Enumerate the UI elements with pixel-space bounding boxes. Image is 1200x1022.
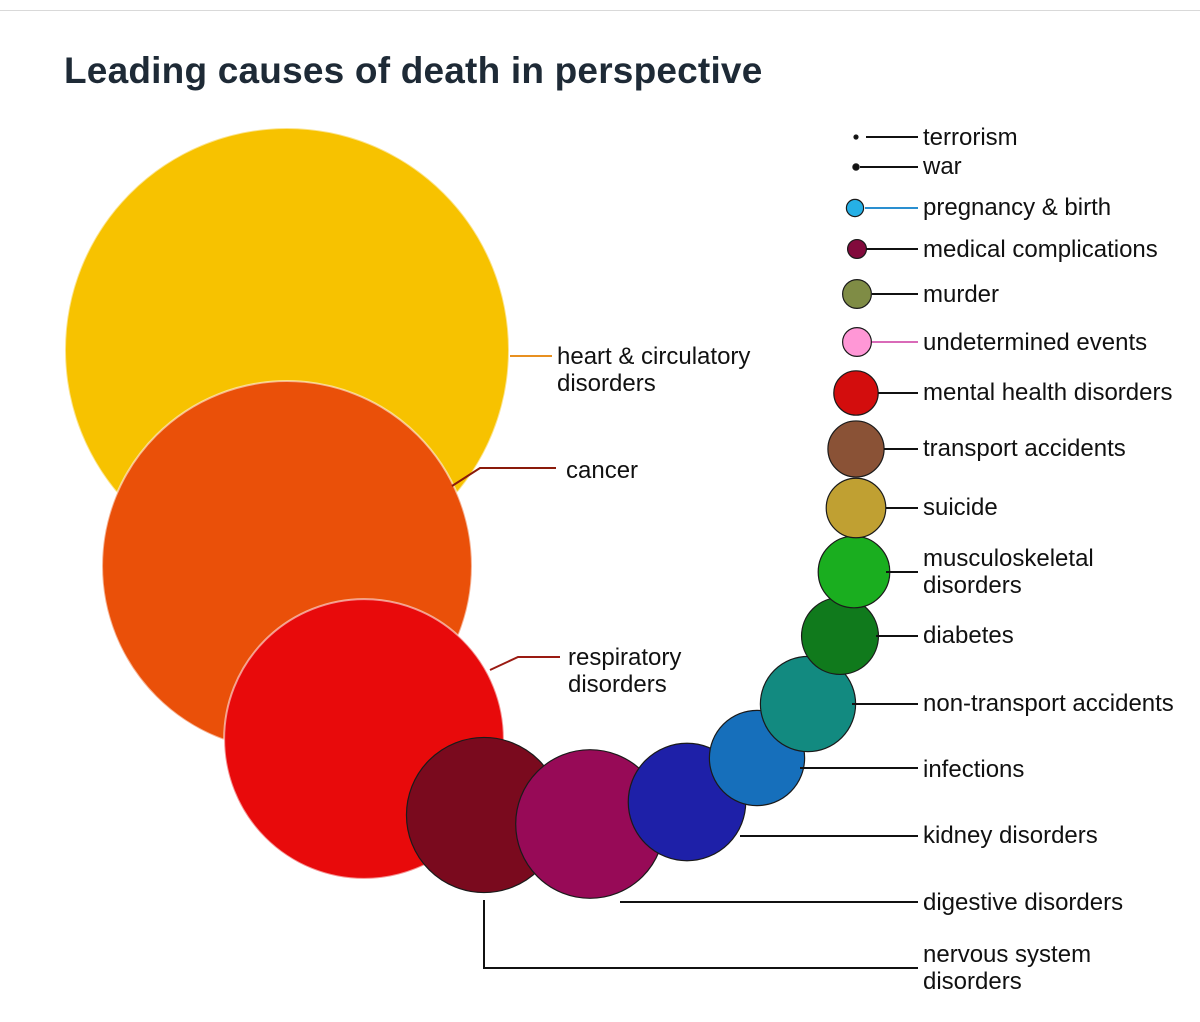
top-divider [0, 10, 1200, 11]
chart-title: Leading causes of death in perspective [64, 50, 763, 91]
bubble-murder [842, 279, 872, 309]
label-suicide: suicide [923, 494, 998, 521]
label-diabetes: diabetes [923, 622, 1014, 649]
leader-line-respiratory-disorders [489, 656, 560, 671]
label-medical-complications: medical complications [923, 236, 1158, 263]
label-war: war [922, 153, 962, 180]
label-pregnancy-and-birth: pregnancy & birth [923, 194, 1111, 221]
label-undetermined-events: undetermined events [923, 329, 1147, 356]
bubble-terrorism [853, 134, 859, 140]
label-non-transport-accidents: non-transport accidents [923, 690, 1174, 717]
label-infections: infections [923, 756, 1024, 783]
label-terrorism: terrorism [923, 124, 1018, 151]
bubble-mental-health-disorders [833, 370, 879, 416]
label-heart-and-circulatory-disorders: heart & circulatory disorders [557, 343, 750, 397]
bubble-transport-accidents [827, 420, 885, 478]
label-mental-health-disorders: mental health disorders [923, 379, 1172, 406]
label-musculoskeletal-disorders: musculoskeletal disorders [923, 545, 1094, 599]
label-kidney-disorders: kidney disorders [923, 822, 1098, 849]
label-nervous-system-disorders: nervous system disorders [923, 941, 1091, 995]
bubble-war [852, 163, 860, 171]
label-digestive-disorders: digestive disorders [923, 889, 1123, 916]
bubble-medical-complications [846, 238, 868, 260]
leader-line-cancer [451, 467, 556, 487]
label-transport-accidents: transport accidents [923, 435, 1126, 462]
bubble-musculoskeletal-disorders [817, 535, 891, 609]
leader-line-nervous-system-disorders [483, 900, 918, 969]
label-respiratory-disorders: respiratory disorders [568, 644, 681, 698]
label-cancer: cancer [566, 457, 638, 484]
bubble-undetermined-events [842, 327, 872, 357]
label-murder: murder [923, 281, 999, 308]
bubble-diabetes [800, 596, 880, 676]
bubble-pregnancy-and-birth [845, 198, 865, 218]
bubble-suicide [825, 477, 887, 539]
